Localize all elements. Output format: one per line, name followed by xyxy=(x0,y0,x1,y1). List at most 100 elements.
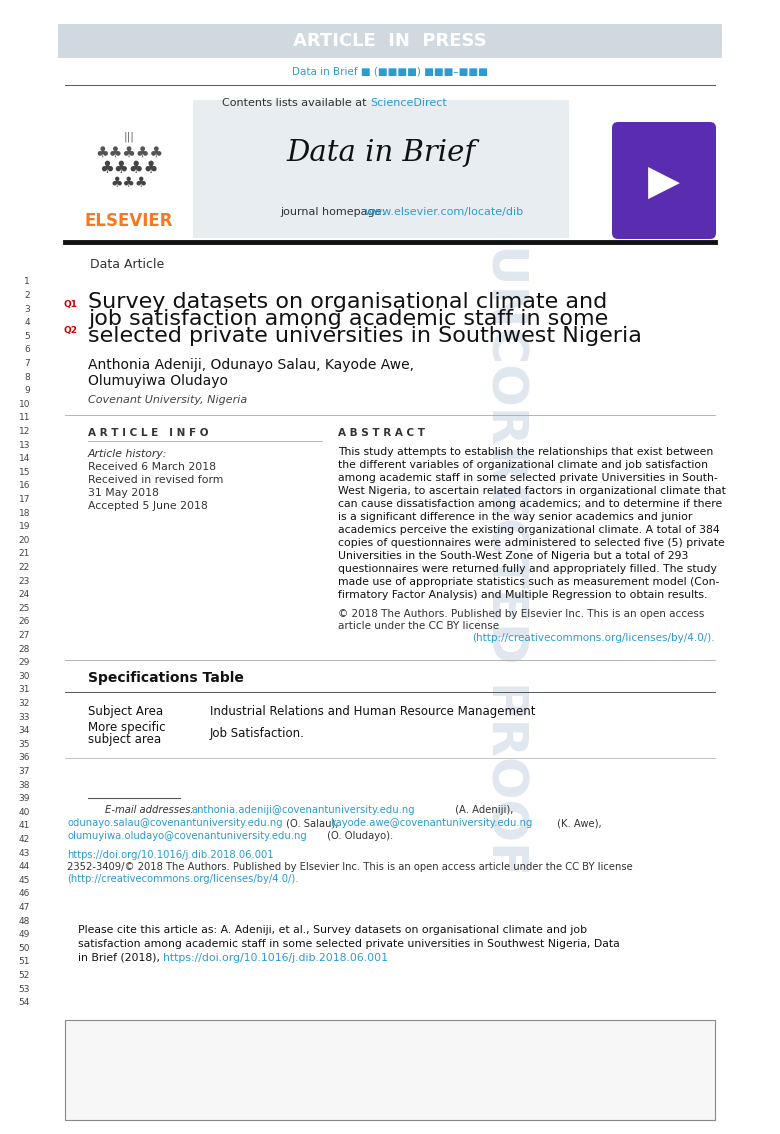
Text: olumuyiwa.oludayo@covenantuniversity.edu.ng: olumuyiwa.oludayo@covenantuniversity.edu… xyxy=(67,831,307,841)
Text: https://doi.org/10.1016/j.dib.2018.06.001: https://doi.org/10.1016/j.dib.2018.06.00… xyxy=(67,850,274,860)
Text: Q1: Q1 xyxy=(63,299,77,308)
Text: 43: 43 xyxy=(19,848,30,857)
Text: 48: 48 xyxy=(19,916,30,925)
Text: 44: 44 xyxy=(19,862,30,871)
Text: Survey datasets on organisational climate and: Survey datasets on organisational climat… xyxy=(88,291,608,312)
Text: (http://creativecommons.org/licenses/by/4.0/).: (http://creativecommons.org/licenses/by/… xyxy=(67,874,299,885)
Text: 12: 12 xyxy=(19,428,30,437)
Text: 34: 34 xyxy=(19,726,30,735)
Text: Universities in the South-West Zone of Nigeria but a total of 293: Universities in the South-West Zone of N… xyxy=(338,551,689,561)
Text: 36: 36 xyxy=(19,753,30,762)
Text: among academic staff in some selected private Universities in South-: among academic staff in some selected pr… xyxy=(338,473,718,483)
Text: kayode.awe@covenantuniversity.edu.ng: kayode.awe@covenantuniversity.edu.ng xyxy=(330,818,533,828)
Text: 42: 42 xyxy=(19,835,30,844)
Text: 33: 33 xyxy=(19,712,30,721)
Text: Received 6 March 2018: Received 6 March 2018 xyxy=(88,462,216,472)
Text: 18: 18 xyxy=(19,509,30,518)
Text: Received in revised form: Received in revised form xyxy=(88,475,223,485)
Text: 2: 2 xyxy=(24,291,30,301)
Text: 37: 37 xyxy=(19,767,30,776)
FancyBboxPatch shape xyxy=(612,122,716,239)
Text: 30: 30 xyxy=(19,672,30,680)
Text: 6: 6 xyxy=(24,346,30,355)
Text: 8: 8 xyxy=(24,373,30,382)
Text: 46: 46 xyxy=(19,889,30,898)
FancyBboxPatch shape xyxy=(65,1019,715,1120)
Text: 41: 41 xyxy=(19,821,30,830)
Text: 52: 52 xyxy=(19,971,30,980)
Text: can cause dissatisfaction among academics; and to determine if there: can cause dissatisfaction among academic… xyxy=(338,499,722,509)
Text: 24: 24 xyxy=(19,591,30,599)
Text: ScienceDirect: ScienceDirect xyxy=(370,98,447,108)
Text: academics perceive the existing organizational climate. A total of 384: academics perceive the existing organiza… xyxy=(338,525,720,535)
Text: copies of questionnaires were administered to selected five (5) private: copies of questionnaires were administer… xyxy=(338,538,725,548)
Text: Please cite this article as: A. Adeniji, et al., Survey datasets on organisation: Please cite this article as: A. Adeniji,… xyxy=(78,925,587,936)
Text: 5: 5 xyxy=(24,332,30,341)
Text: Data Article: Data Article xyxy=(90,259,165,271)
Text: 53: 53 xyxy=(19,984,30,993)
Text: Specifications Table: Specifications Table xyxy=(88,671,244,685)
Text: 3: 3 xyxy=(24,305,30,314)
Text: ♣♣♣♣: ♣♣♣♣ xyxy=(99,159,159,177)
Text: E-mail addresses:: E-mail addresses: xyxy=(105,805,197,815)
Text: Subject Area: Subject Area xyxy=(88,705,163,719)
Text: 15: 15 xyxy=(19,468,30,477)
Text: 7: 7 xyxy=(24,359,30,369)
Text: 2352-3409/© 2018 The Authors. Published by Elsevier Inc. This is an open access : 2352-3409/© 2018 The Authors. Published … xyxy=(67,862,633,872)
Text: 49: 49 xyxy=(19,930,30,939)
Text: made use of appropriate statistics such as measurement model (Con-: made use of appropriate statistics such … xyxy=(338,577,719,587)
Text: 9: 9 xyxy=(24,387,30,396)
Text: (A. Adeniji),: (A. Adeniji), xyxy=(452,805,513,815)
Text: UNCORRECTED PROOF: UNCORRECTED PROOF xyxy=(481,244,529,875)
Text: 22: 22 xyxy=(19,564,30,572)
Text: 21: 21 xyxy=(19,550,30,559)
Text: 27: 27 xyxy=(19,632,30,640)
Text: Accepted 5 June 2018: Accepted 5 June 2018 xyxy=(88,501,207,511)
Text: ARTICLE  IN  PRESS: ARTICLE IN PRESS xyxy=(293,32,487,50)
Text: the different variables of organizational climate and job satisfaction: the different variables of organizationa… xyxy=(338,460,708,469)
Text: 11: 11 xyxy=(19,414,30,423)
Text: Q2: Q2 xyxy=(63,327,77,336)
Text: (O. Salau),: (O. Salau), xyxy=(283,818,342,828)
Text: (K. Awe),: (K. Awe), xyxy=(554,818,601,828)
Text: job satisfaction among academic staff in some: job satisfaction among academic staff in… xyxy=(88,308,608,329)
Text: |||: ||| xyxy=(123,132,134,142)
Text: 35: 35 xyxy=(19,739,30,748)
Text: 47: 47 xyxy=(19,903,30,912)
Bar xyxy=(68,100,190,228)
Text: Data in Brief ■ (■■■■) ■■■–■■■: Data in Brief ■ (■■■■) ■■■–■■■ xyxy=(292,67,488,77)
Text: 39: 39 xyxy=(19,794,30,803)
Text: anthonia.adeniji@covenantuniversity.edu.ng: anthonia.adeniji@covenantuniversity.edu.… xyxy=(191,805,415,815)
Text: questionnaires were returned fully and appropriately filled. The study: questionnaires were returned fully and a… xyxy=(338,564,717,574)
Text: 13: 13 xyxy=(19,441,30,450)
Text: 31 May 2018: 31 May 2018 xyxy=(88,488,159,498)
Text: More specific: More specific xyxy=(88,720,165,734)
Text: 20: 20 xyxy=(19,536,30,545)
Text: 50: 50 xyxy=(19,943,30,953)
Text: Contents lists available at: Contents lists available at xyxy=(222,98,370,108)
Text: odunayo.salau@covenantuniversity.edu.ng: odunayo.salau@covenantuniversity.edu.ng xyxy=(67,818,282,828)
Text: 17: 17 xyxy=(19,496,30,505)
Text: 28: 28 xyxy=(19,645,30,653)
Text: 29: 29 xyxy=(19,659,30,667)
Text: This study attempts to establish the relationships that exist between: This study attempts to establish the rel… xyxy=(338,447,713,457)
Bar xyxy=(58,24,722,58)
Text: West Nigeria, to ascertain related factors in organizational climate that: West Nigeria, to ascertain related facto… xyxy=(338,486,726,496)
Text: in Brief (2018),: in Brief (2018), xyxy=(78,953,164,963)
Text: © 2018 The Authors. Published by Elsevier Inc. This is an open access: © 2018 The Authors. Published by Elsevie… xyxy=(338,609,704,619)
Text: 45: 45 xyxy=(19,875,30,885)
Text: firmatory Factor Analysis) and Multiple Regression to obtain results.: firmatory Factor Analysis) and Multiple … xyxy=(338,590,707,600)
Text: 32: 32 xyxy=(19,699,30,708)
Text: A R T I C L E   I N F O: A R T I C L E I N F O xyxy=(88,428,208,438)
Text: https://doi.org/10.1016/j.dib.2018.06.001: https://doi.org/10.1016/j.dib.2018.06.00… xyxy=(163,953,388,963)
Text: selected private universities in Southwest Nigeria: selected private universities in Southwe… xyxy=(88,325,642,346)
Text: Job Satisfaction.: Job Satisfaction. xyxy=(210,727,305,739)
Text: subject area: subject area xyxy=(88,734,161,746)
Text: 23: 23 xyxy=(19,577,30,585)
Text: satisfaction among academic staff in some selected private universities in South: satisfaction among academic staff in som… xyxy=(78,939,620,949)
Text: 26: 26 xyxy=(19,618,30,626)
Bar xyxy=(193,100,569,238)
Text: Anthonia Adeniji, Odunayo Salau, Kayode Awe,: Anthonia Adeniji, Odunayo Salau, Kayode … xyxy=(88,358,414,372)
Text: Industrial Relations and Human Resource Management: Industrial Relations and Human Resource … xyxy=(210,705,536,719)
Text: 51: 51 xyxy=(19,957,30,966)
